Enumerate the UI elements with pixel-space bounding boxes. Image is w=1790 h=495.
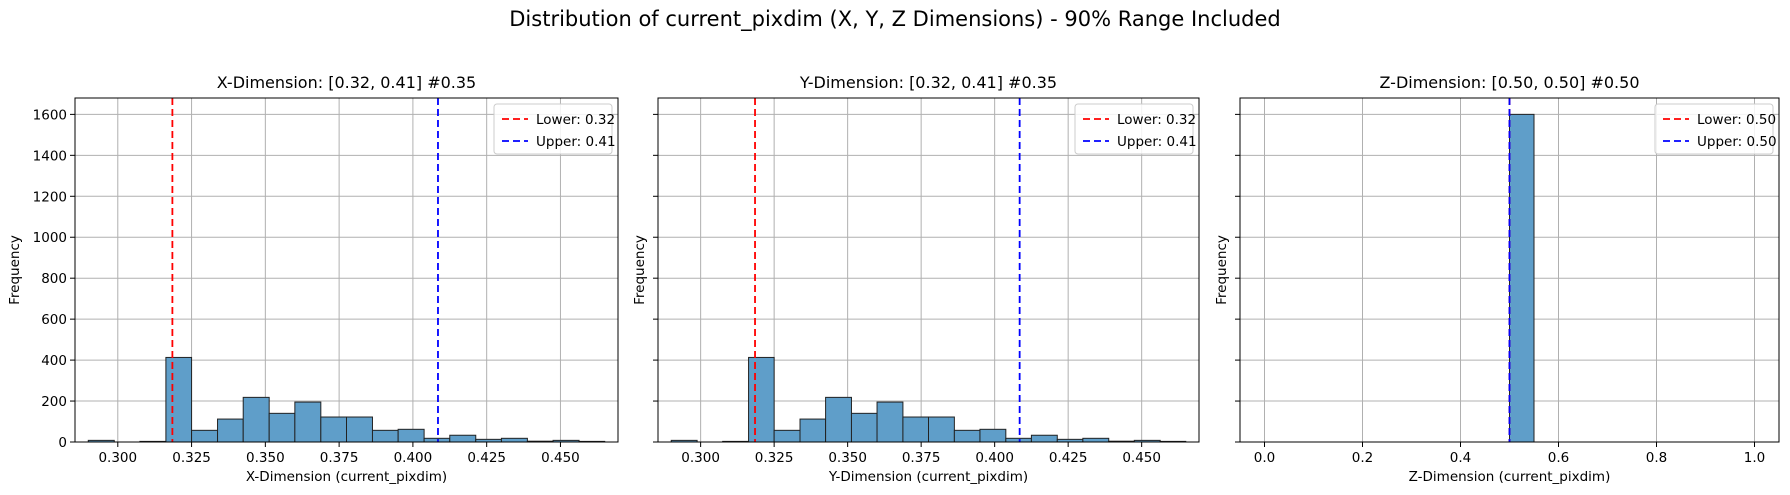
x-tick-label: 0.450 bbox=[541, 450, 580, 466]
panel-1: 0.300 0.325 0.350 0.375 0.400 0.425 0.450 Y-Dim… bbox=[632, 73, 1200, 485]
x-tick-label: 0.400 bbox=[394, 450, 433, 466]
x-tick-label: 0.4 bbox=[1450, 450, 1471, 466]
histogram-bar bbox=[423, 437, 451, 443]
x-tick-label: 0.300 bbox=[98, 450, 137, 466]
x-tick-label: 0.375 bbox=[320, 450, 359, 466]
histogram-bar bbox=[165, 356, 193, 443]
legend: Lower: 0.32 Upper: 0.41 bbox=[493, 103, 616, 155]
histogram-bar bbox=[217, 418, 244, 443]
histogram-bar bbox=[850, 412, 878, 443]
x-tick-label: 0.425 bbox=[1049, 450, 1088, 466]
histogram-bar bbox=[902, 416, 929, 443]
x-tick-label: 0.6 bbox=[1548, 450, 1569, 466]
histogram-bar bbox=[876, 401, 904, 443]
histogram-bar bbox=[1005, 437, 1032, 443]
legend-entry: Upper: 0.41 bbox=[1117, 134, 1197, 150]
y-tick-label: 1200 bbox=[33, 189, 67, 205]
histogram-bar bbox=[928, 416, 955, 443]
panel-2: 0.0 0.2 0.4 0.6 0.8 1.0 Z-Dimension: [0.50, 0.… bbox=[1214, 73, 1780, 485]
histogram-bar bbox=[268, 412, 296, 443]
y-axis-label: Frequency bbox=[7, 235, 23, 305]
histogram-bar bbox=[371, 429, 399, 443]
x-tick-label: 0.2 bbox=[1352, 450, 1373, 466]
y-tick-label: 0 bbox=[58, 435, 67, 451]
histogram-bar bbox=[242, 396, 270, 443]
panel-0: 0.300 0.325 0.350 0.375 0.400 0.425 0.450 0 200 4… bbox=[7, 73, 619, 485]
panels: 0.300 0.325 0.350 0.375 0.400 0.425 0.450 0 200 4… bbox=[7, 73, 1780, 485]
histogram-bar bbox=[773, 429, 801, 443]
x-tick-label: 0.8 bbox=[1646, 450, 1667, 466]
y-axis-label: Frequency bbox=[632, 235, 648, 305]
x-tick-label: 0.325 bbox=[172, 450, 211, 466]
histogram-bar bbox=[979, 428, 1007, 443]
x-tick-label: 0.350 bbox=[828, 450, 867, 466]
axes-frame bbox=[1239, 97, 1780, 443]
histogram-bar bbox=[320, 416, 347, 443]
histogram-bar bbox=[500, 437, 528, 443]
histogram-bar bbox=[191, 429, 219, 443]
histogram-bar bbox=[825, 396, 852, 443]
axes-frame bbox=[74, 97, 619, 443]
x-tick-label: 0.300 bbox=[681, 450, 720, 466]
figure-suptitle: Distribution of current_pixdim (X, Y, Z … bbox=[509, 7, 1280, 32]
y-tick-label: 1000 bbox=[33, 230, 67, 246]
legend-box bbox=[1654, 103, 1774, 155]
x-tick-label: 0.0 bbox=[1254, 450, 1275, 466]
histogram-bar bbox=[397, 428, 425, 443]
y-tick-label: 1400 bbox=[33, 148, 67, 164]
legend-entry: Lower: 0.32 bbox=[1117, 112, 1196, 128]
x-axis-label: Y-Dimension (current_pixdim) bbox=[828, 469, 1028, 485]
legend-entry: Lower: 0.50 bbox=[1697, 112, 1776, 128]
legend-box bbox=[1074, 103, 1194, 155]
y-axis-label: Frequency bbox=[1214, 235, 1230, 305]
histogram-bar bbox=[1509, 113, 1535, 443]
histogram-bar bbox=[294, 401, 322, 443]
y-tick-label: 1600 bbox=[33, 107, 67, 123]
histogram-bar bbox=[748, 356, 775, 443]
x-tick-label: 0.450 bbox=[1122, 450, 1161, 466]
histogram-bar bbox=[953, 429, 981, 443]
panel-title: Y-Dimension: [0.32, 0.41] #0.35 bbox=[799, 73, 1057, 92]
legend: Lower: 0.50 Upper: 0.50 bbox=[1654, 103, 1777, 155]
histogram-bar bbox=[799, 418, 827, 443]
y-tick-label: 400 bbox=[41, 353, 67, 369]
panel-title: X-Dimension: [0.32, 0.41] #0.35 bbox=[217, 73, 476, 92]
legend-entry: Lower: 0.32 bbox=[536, 112, 615, 128]
x-tick-label: 0.425 bbox=[467, 450, 506, 466]
y-tick-label: 200 bbox=[41, 394, 67, 410]
legend-entry: Upper: 0.50 bbox=[1697, 134, 1777, 150]
x-tick-label: 0.350 bbox=[246, 450, 285, 466]
y-tick-label: 600 bbox=[41, 312, 67, 328]
legend: Lower: 0.32 Upper: 0.41 bbox=[1074, 103, 1197, 155]
histogram-bar bbox=[346, 416, 373, 443]
x-tick-label: 0.375 bbox=[902, 450, 941, 466]
x-axis-label: Z-Dimension (current_pixdim) bbox=[1409, 469, 1611, 485]
legend-box bbox=[493, 103, 613, 155]
x-axis-label: X-Dimension (current_pixdim) bbox=[246, 469, 447, 485]
x-tick-label: 1.0 bbox=[1744, 450, 1765, 466]
legend-entry: Upper: 0.41 bbox=[536, 134, 616, 150]
panel-title: Z-Dimension: [0.50, 0.50] #0.50 bbox=[1380, 73, 1640, 92]
x-tick-label: 0.400 bbox=[975, 450, 1014, 466]
histogram-bar bbox=[1030, 434, 1058, 443]
y-tick-label: 800 bbox=[41, 271, 67, 287]
x-tick-label: 0.325 bbox=[755, 450, 794, 466]
axes-frame bbox=[657, 97, 1200, 443]
histogram-bar bbox=[449, 434, 477, 443]
histogram-bar bbox=[1082, 437, 1110, 443]
